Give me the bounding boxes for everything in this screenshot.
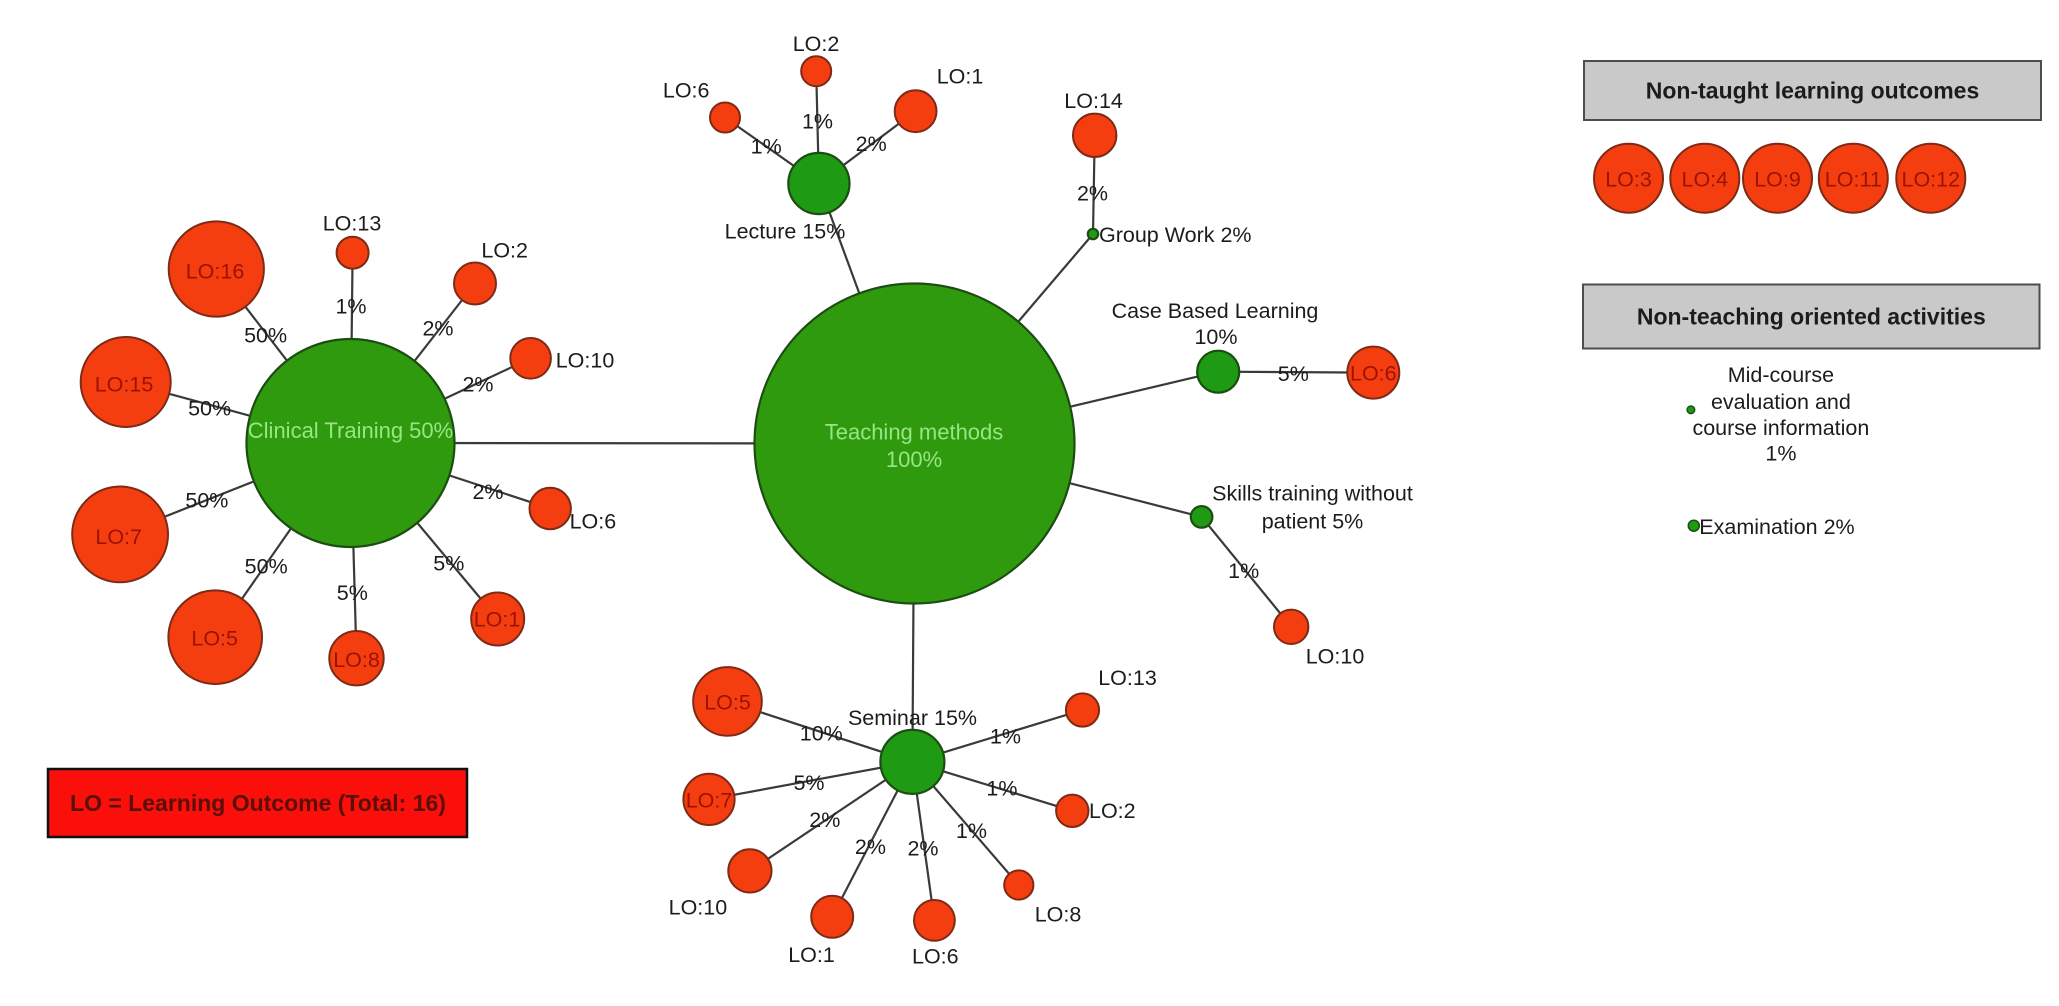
svg-text:2%: 2% [907,837,938,861]
svg-text:2%: 2% [472,480,503,504]
svg-text:LO = Learning Outcome (Total:: LO = Learning Outcome (Total: 16) [70,790,446,816]
svg-text:LO:12: LO:12 [1902,168,1961,192]
svg-text:50%: 50% [244,324,287,348]
svg-text:LO:6: LO:6 [912,944,959,968]
svg-text:2%: 2% [1077,182,1108,206]
svg-text:Group Work 2%: Group Work 2% [1099,223,1252,247]
svg-text:Examination 2%: Examination 2% [1699,515,1854,539]
svg-text:LO:15: LO:15 [95,373,154,397]
svg-text:evaluation and: evaluation and [1711,390,1851,414]
svg-text:1%: 1% [802,110,833,134]
svg-text:Seminar 15%: Seminar 15% [848,706,977,730]
svg-text:course information: course information [1692,416,1869,440]
svg-text:LO:7: LO:7 [686,789,733,813]
svg-text:LO:2: LO:2 [1089,799,1136,823]
svg-text:Non-taught learning outcomes: Non-taught learning outcomes [1646,78,1980,104]
svg-text:10%: 10% [800,722,843,746]
svg-text:LO:13: LO:13 [1098,666,1157,690]
svg-text:LO:3: LO:3 [1605,168,1652,192]
svg-text:Teaching methods: Teaching methods [825,420,1004,445]
svg-text:50%: 50% [188,397,231,421]
svg-text:LO:16: LO:16 [186,260,245,284]
svg-text:LO:6: LO:6 [663,79,710,103]
svg-text:50%: 50% [185,489,228,513]
svg-text:2%: 2% [462,373,493,397]
svg-text:50%: 50% [245,554,288,578]
svg-text:LO:5: LO:5 [191,626,238,650]
svg-text:LO:9: LO:9 [1754,168,1801,192]
svg-text:1%: 1% [956,819,987,843]
svg-text:LO:1: LO:1 [937,65,984,89]
svg-text:LO:4: LO:4 [1681,168,1728,192]
svg-text:1%: 1% [990,724,1021,748]
svg-text:5%: 5% [1278,362,1309,386]
svg-text:2%: 2% [855,835,886,859]
svg-text:2%: 2% [809,808,840,832]
svg-text:LO:11: LO:11 [1825,168,1882,192]
svg-text:LO:13: LO:13 [323,212,382,236]
svg-text:LO:1: LO:1 [788,943,835,967]
svg-text:5%: 5% [337,581,368,605]
svg-text:5%: 5% [433,552,464,576]
svg-text:LO:14: LO:14 [1064,89,1123,113]
svg-text:LO:10: LO:10 [669,896,728,920]
svg-text:LO:8: LO:8 [1035,903,1082,927]
svg-text:100%: 100% [886,447,942,472]
svg-text:10%: 10% [1194,325,1237,349]
svg-text:Clinical Training 50%: Clinical Training 50% [248,418,453,443]
svg-text:LO:10: LO:10 [556,349,615,373]
svg-text:LO:2: LO:2 [481,239,528,263]
svg-text:LO:6: LO:6 [1350,362,1397,386]
svg-text:Skills training without: Skills training without [1212,482,1413,506]
svg-text:5%: 5% [793,771,824,795]
svg-text:patient 5%: patient 5% [1262,510,1364,534]
svg-text:1%: 1% [751,135,782,159]
svg-text:1%: 1% [1228,559,1259,583]
svg-text:Lecture 15%: Lecture 15% [725,220,846,244]
svg-text:LO:6: LO:6 [570,510,617,534]
svg-text:Non-teaching oriented activiti: Non-teaching oriented activities [1637,303,1986,329]
svg-text:1%: 1% [1765,442,1796,466]
svg-text:LO:2: LO:2 [793,32,840,56]
svg-text:LO:10: LO:10 [1306,645,1365,669]
svg-text:2%: 2% [856,132,887,156]
svg-text:2%: 2% [422,317,453,341]
svg-text:LO:5: LO:5 [704,691,751,715]
svg-text:LO:1: LO:1 [474,608,521,632]
svg-text:Case Based Learning: Case Based Learning [1112,299,1319,323]
svg-text:LO:8: LO:8 [333,648,380,672]
svg-text:LO:7: LO:7 [95,525,142,549]
svg-text:1%: 1% [986,776,1017,800]
svg-text:Mid-course: Mid-course [1728,363,1834,387]
svg-text:1%: 1% [335,295,366,319]
